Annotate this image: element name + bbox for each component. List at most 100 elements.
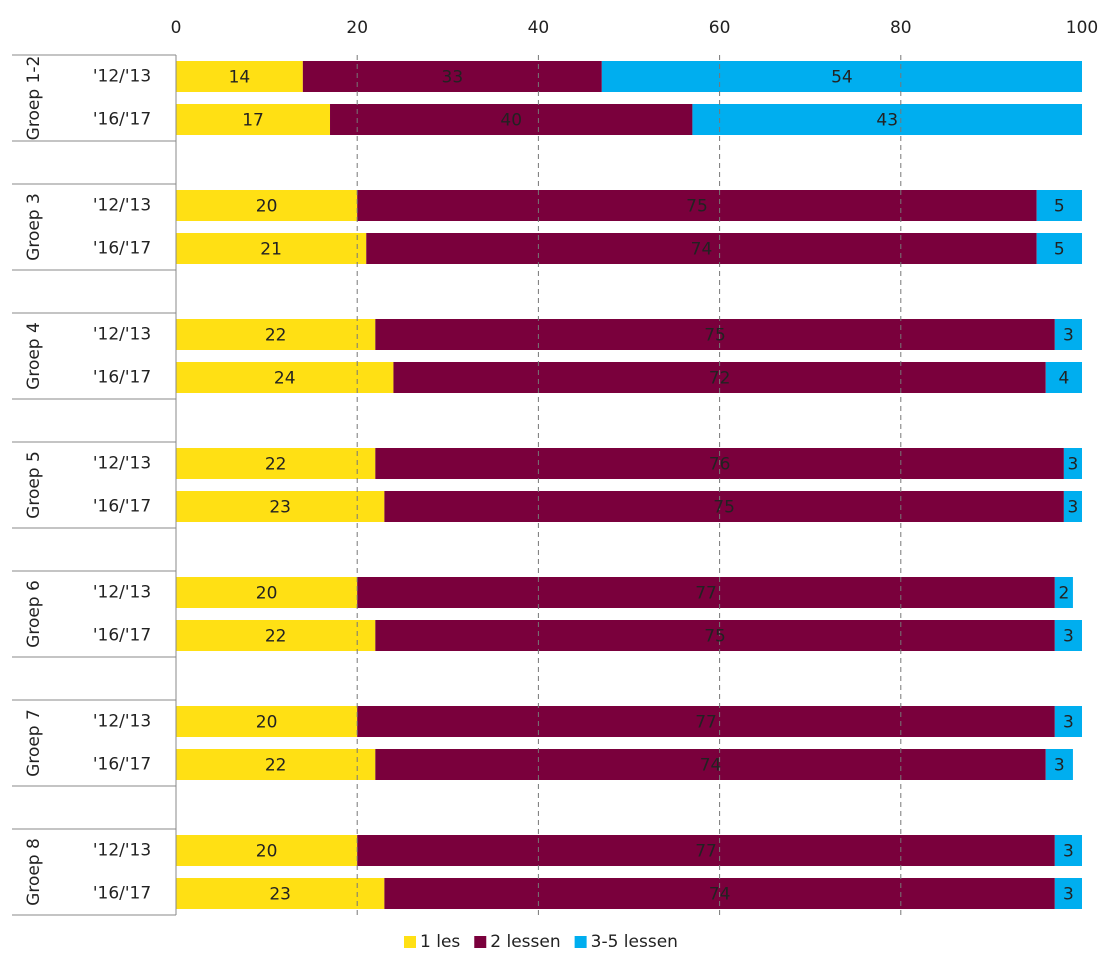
data-label: 4 (1058, 369, 1069, 389)
group-label: Groep 6 (24, 580, 44, 648)
bar-segment (375, 620, 1055, 651)
legend-swatch (404, 936, 416, 948)
data-label: 22 (265, 455, 287, 475)
category-label: '16/'17 (93, 110, 151, 130)
x-tick-label: 100 (1066, 18, 1098, 38)
data-label: 20 (256, 713, 278, 733)
bar-segment (1045, 362, 1082, 393)
bar-segment (1054, 835, 1082, 866)
category-label: '12/'13 (93, 583, 151, 603)
data-label: 3 (1068, 498, 1079, 518)
bar-segment (176, 448, 376, 479)
group-label: Groep 1-2 (24, 56, 44, 141)
category-label: '16/'17 (93, 239, 151, 259)
bar-segment (176, 319, 376, 350)
bar-segment (330, 104, 693, 135)
data-label: 23 (269, 498, 291, 518)
data-label: 3 (1063, 627, 1074, 647)
data-label: 20 (256, 842, 278, 862)
bar-segment (375, 749, 1046, 780)
legend-label: 1 les (420, 932, 460, 952)
bar-segment (176, 233, 367, 264)
bar-segment (393, 362, 1046, 393)
data-label: 77 (695, 713, 717, 733)
plot-area (176, 61, 1082, 909)
group-label: Groep 7 (24, 709, 44, 777)
data-label: 22 (265, 627, 287, 647)
group-label: Groep 4 (24, 322, 44, 390)
data-label: 75 (686, 197, 708, 217)
data-label: 54 (831, 68, 853, 88)
data-label: 3 (1063, 885, 1074, 905)
data-label: 14 (229, 68, 251, 88)
bar-segment (357, 190, 1037, 221)
group-label: Groep 8 (24, 838, 44, 906)
data-label: 77 (695, 584, 717, 604)
data-label: 23 (269, 885, 291, 905)
data-label: 5 (1054, 197, 1065, 217)
data-label: 75 (704, 627, 726, 647)
legend-swatch (474, 936, 487, 948)
bar-segment (1054, 319, 1082, 350)
bar-segment (1054, 577, 1073, 608)
category-label: '12/'13 (93, 712, 151, 732)
bar-segment (302, 61, 602, 92)
category-label: '12/'13 (93, 454, 151, 474)
data-label: 20 (256, 197, 278, 217)
x-tick-label: 60 (709, 18, 731, 38)
data-label: 3 (1063, 842, 1074, 862)
group-label: Groep 3 (24, 193, 44, 261)
bar-segment (357, 706, 1055, 737)
bar-segment (176, 878, 385, 909)
bar-segment (176, 620, 376, 651)
data-label: 21 (260, 240, 282, 260)
bar-segment (176, 835, 358, 866)
data-label: 75 (704, 326, 726, 346)
x-tick-label: 20 (346, 18, 368, 38)
bar-segment (1036, 233, 1082, 264)
data-label: 77 (695, 842, 717, 862)
data-label: 24 (274, 369, 296, 389)
bar-segment (176, 577, 358, 608)
bar-segment (357, 577, 1055, 608)
category-label: '12/'13 (93, 196, 151, 216)
bar-segment (1063, 491, 1082, 522)
data-label: 75 (713, 498, 735, 518)
data-label: 33 (442, 68, 464, 88)
category-label: '16/'17 (93, 755, 151, 775)
data-label: 5 (1054, 240, 1065, 260)
data-label: 72 (709, 369, 731, 389)
data-label: 3 (1054, 756, 1065, 776)
bar-segment (176, 61, 303, 92)
data-label: 76 (709, 455, 731, 475)
category-label: '16/'17 (93, 884, 151, 904)
data-label: 22 (265, 756, 287, 776)
bar-segment (384, 491, 1064, 522)
group-label: Groep 5 (24, 451, 44, 519)
data-label: 3 (1063, 326, 1074, 346)
data-label: 20 (256, 584, 278, 604)
bar-segment (1054, 620, 1082, 651)
bar-segment (1036, 190, 1082, 221)
bar-segment (1045, 749, 1073, 780)
data-label: 3 (1063, 713, 1074, 733)
bar-segment (176, 749, 376, 780)
data-label: 74 (700, 756, 722, 776)
bar-segment (692, 104, 1082, 135)
x-tick-label: 80 (890, 18, 912, 38)
bar-segment (601, 61, 1082, 92)
x-tick-label: 40 (528, 18, 550, 38)
bar-segment (176, 706, 358, 737)
data-label: 74 (691, 240, 713, 260)
data-label: 2 (1058, 584, 1069, 604)
legend-label: 2 lessen (490, 932, 560, 952)
category-label: '12/'13 (93, 841, 151, 861)
bar-segment (375, 319, 1055, 350)
legend-swatch (574, 936, 587, 948)
bar-segment (176, 190, 358, 221)
category-label: '16/'17 (93, 497, 151, 517)
data-label: 40 (500, 111, 522, 131)
category-label: '16/'17 (93, 626, 151, 646)
legend-label: 3-5 lessen (591, 932, 678, 952)
